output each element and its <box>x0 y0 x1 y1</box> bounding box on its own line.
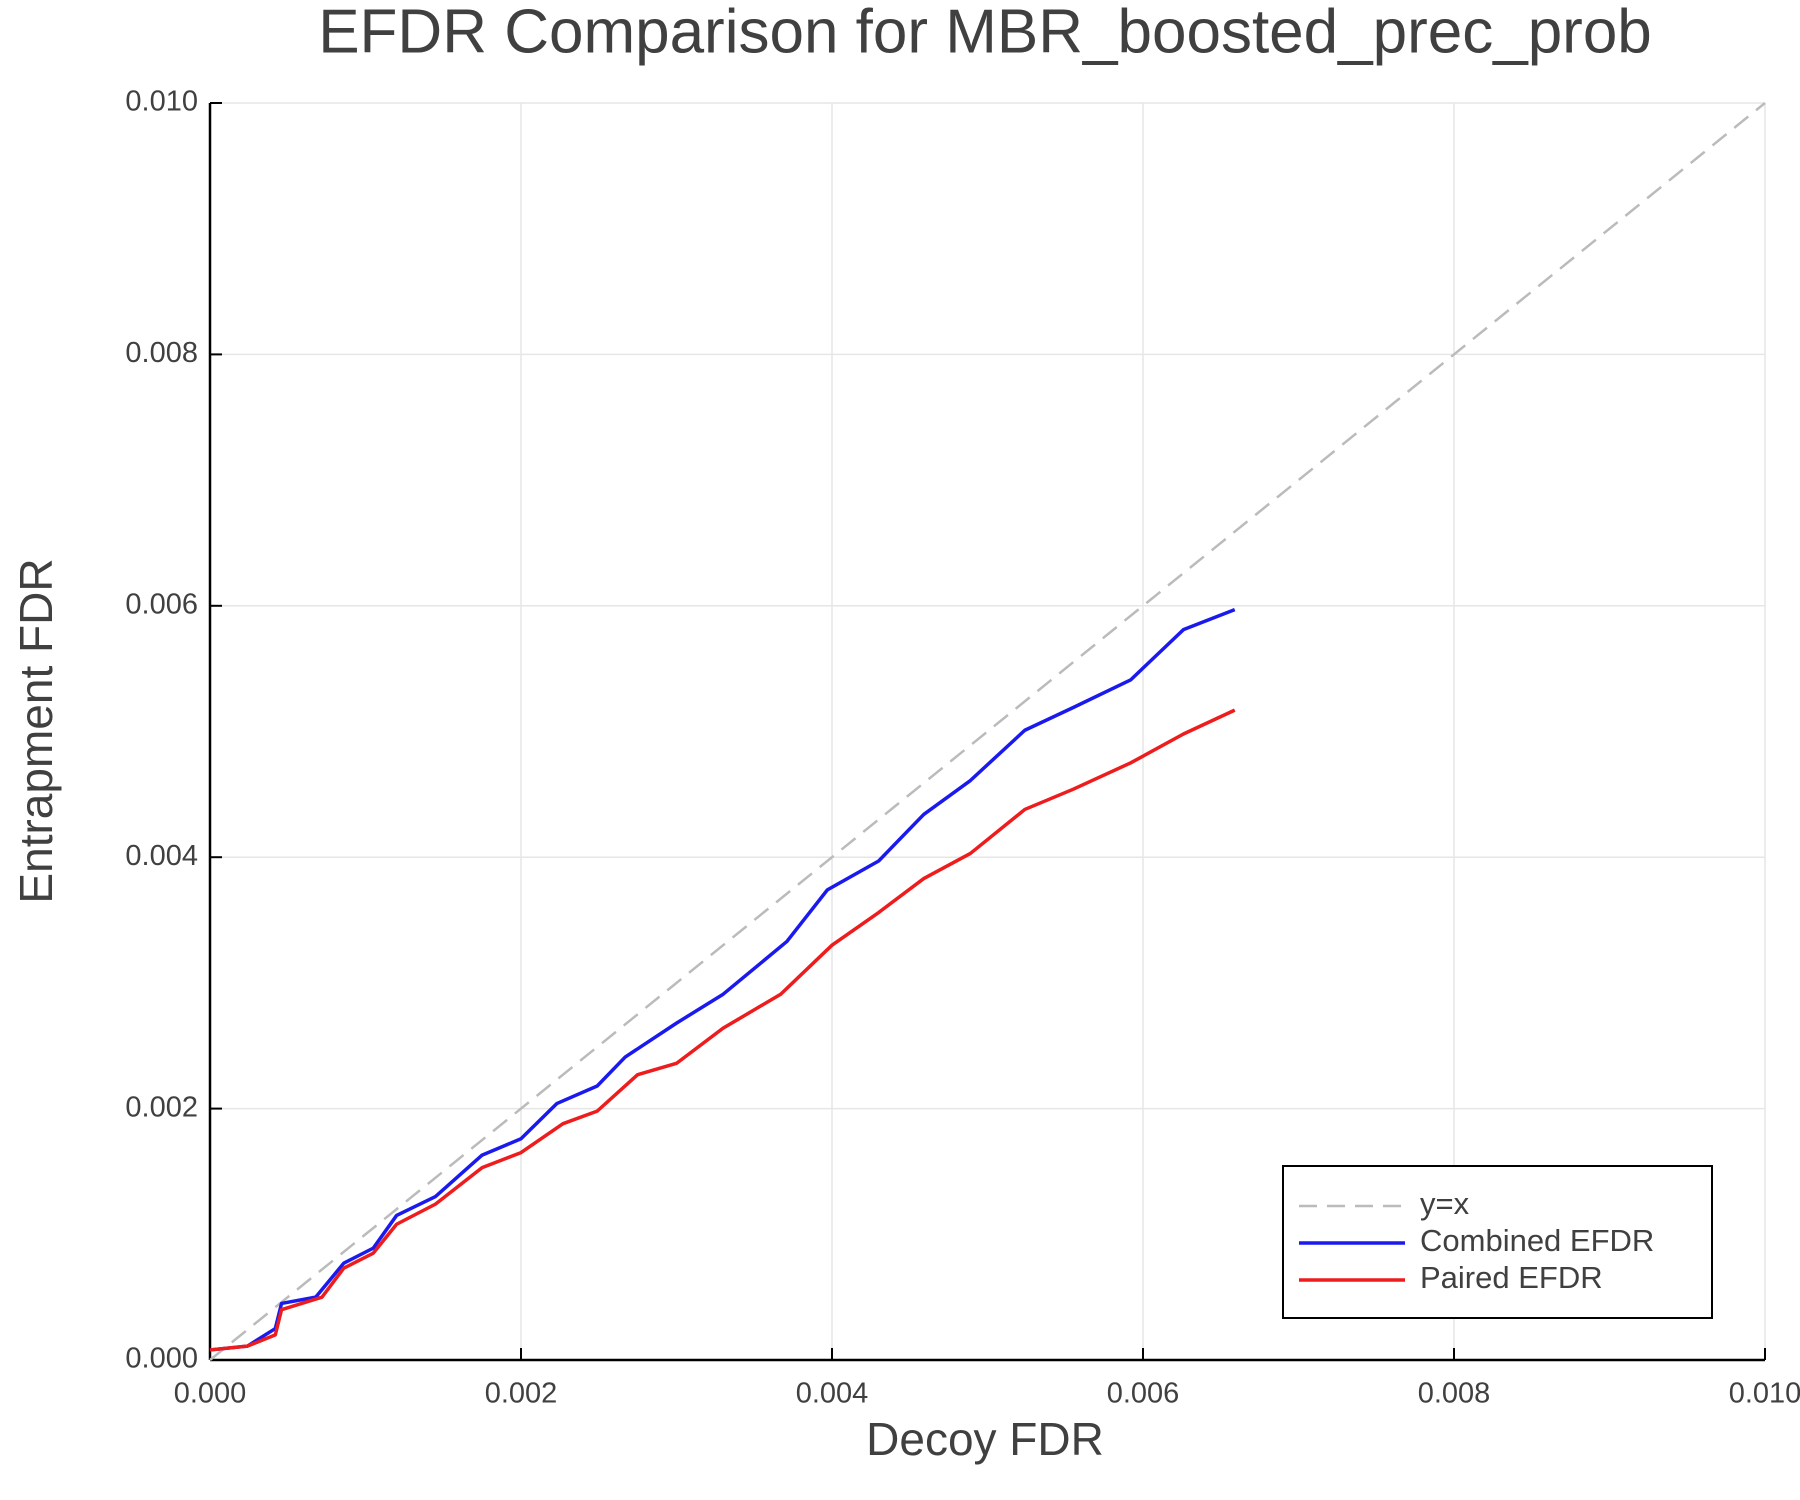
legend-label: Combined EFDR <box>1420 1223 1654 1258</box>
y-tick-label: 0.006 <box>125 588 198 620</box>
chart-title: EFDR Comparison for MBR_boosted_prec_pro… <box>318 0 1652 66</box>
y-axis-label: Entrapment FDR <box>10 558 62 903</box>
y-tick-label: 0.004 <box>125 840 198 872</box>
x-tick-label: 0.008 <box>1418 1378 1491 1410</box>
x-tick-label: 0.004 <box>796 1378 869 1410</box>
x-tick-label: 0.000 <box>174 1378 247 1410</box>
series-line <box>209 607 1236 1352</box>
legend-label: y=x <box>1420 1186 1470 1221</box>
series-line <box>209 102 1766 1361</box>
x-axis-label: Decoy FDR <box>866 1413 1104 1465</box>
x-tick-label: 0.006 <box>1107 1378 1180 1410</box>
legend-box <box>1282 1165 1713 1319</box>
series-line <box>209 708 1236 1352</box>
y-tick-label: 0.000 <box>125 1343 198 1375</box>
y-tick-label: 0.010 <box>125 86 198 118</box>
y-tick-label: 0.002 <box>125 1091 198 1123</box>
x-tick-label: 0.010 <box>1729 1378 1800 1410</box>
legend-label: Paired EFDR <box>1420 1260 1603 1295</box>
x-tick-label: 0.002 <box>485 1378 558 1410</box>
y-tick-label: 0.008 <box>125 337 198 369</box>
